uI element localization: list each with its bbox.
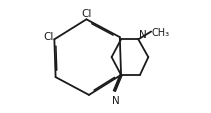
Text: N: N <box>112 95 119 105</box>
Text: Cl: Cl <box>81 9 91 19</box>
Text: N: N <box>139 29 147 39</box>
Text: Cl: Cl <box>44 32 54 42</box>
Text: CH₃: CH₃ <box>151 27 170 37</box>
